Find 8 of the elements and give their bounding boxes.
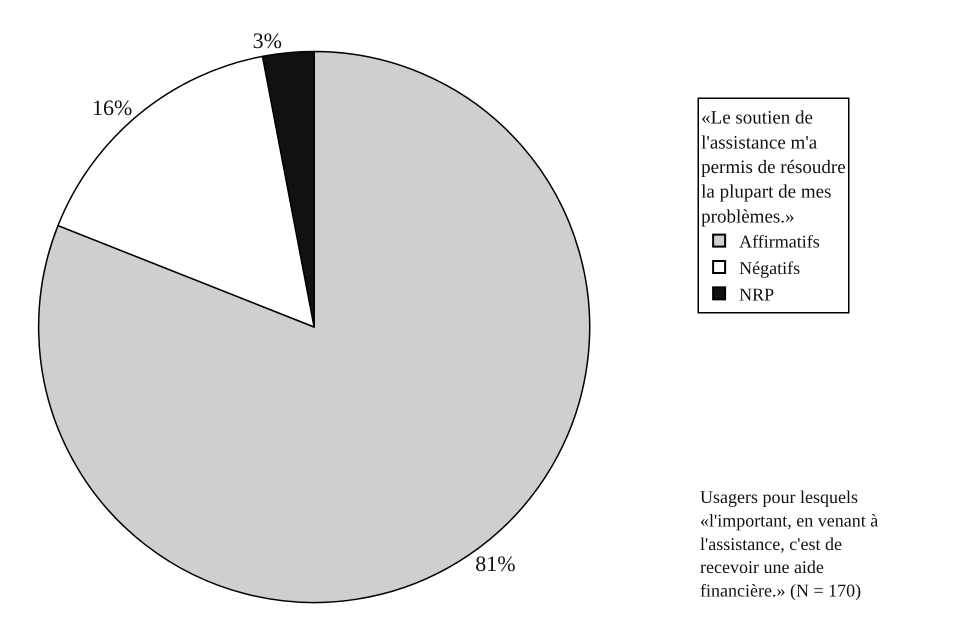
legend-label: Affirmatifs bbox=[739, 232, 820, 252]
legend-label: Négatifs bbox=[739, 258, 800, 278]
data-label: 16% bbox=[92, 94, 132, 120]
data-label: 81% bbox=[475, 550, 516, 576]
legend-title: «Le soutien de l'assistance m'a permis de résoudre la plupart de mes problèmes.» bbox=[701, 108, 846, 228]
data-label: 3% bbox=[252, 28, 282, 53]
text: Usagers pour lesquels «l'important, en venant à l'assistance, c'est de recevoir une aide financière.» (N = 170) bbox=[700, 487, 878, 601]
legend-label: NRP bbox=[739, 284, 774, 304]
